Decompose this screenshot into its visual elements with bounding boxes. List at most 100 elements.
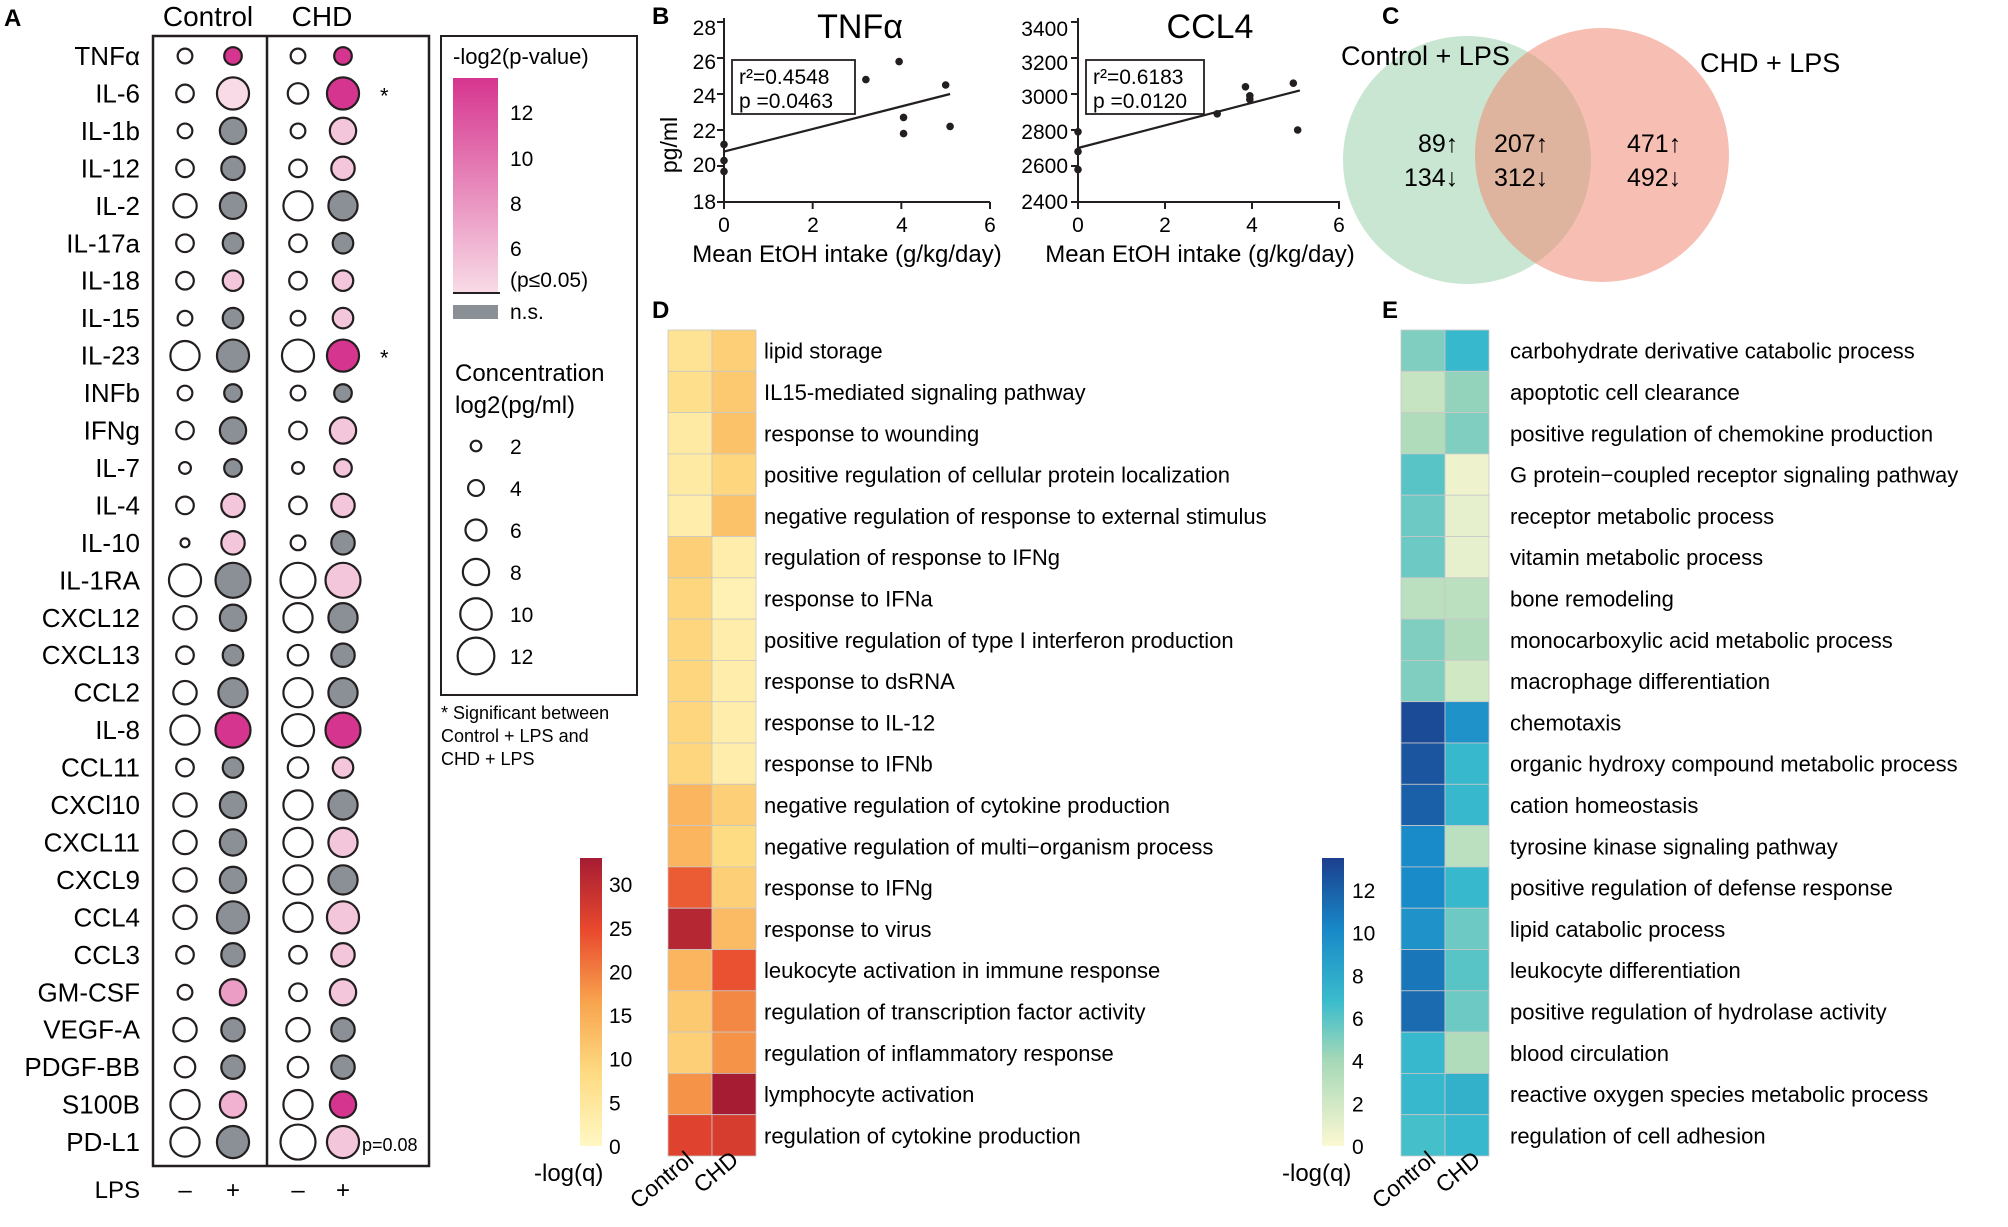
- dot-h-minus: [282, 676, 314, 709]
- dot-h-minus: [282, 826, 314, 859]
- heatmap-cell: [1444, 1031, 1490, 1074]
- tnf-ytick: 24: [693, 85, 717, 108]
- conc-legend-dot: [456, 636, 496, 676]
- heatmap-cell: [667, 453, 713, 496]
- heatmap-cell: [1400, 494, 1446, 537]
- venn-shared-down: 312↓: [1494, 164, 1548, 192]
- conc-legend-dot: [459, 597, 493, 631]
- dot-h-minus: [286, 756, 310, 779]
- heatmap-cell: [1444, 329, 1490, 372]
- e-scale-tick: 0: [1352, 1136, 1364, 1159]
- tnf-ytick: 20: [693, 154, 716, 177]
- go-term-label: leukocyte activation in immune response: [764, 958, 1160, 983]
- dot-c-plus: [221, 643, 245, 667]
- dot-h-plus: [330, 530, 356, 556]
- dot-h-minus: [282, 1088, 314, 1121]
- go-term-label: organic hydroxy compound metabolic proce…: [1510, 752, 1958, 777]
- ccl4-ytick: 3400: [1021, 18, 1068, 41]
- ccl4-r2: r²=0.6183: [1093, 66, 1183, 89]
- venn-chd-label: CHD + LPS: [1700, 48, 1840, 78]
- dot-h-minus: [282, 602, 314, 634]
- dot-c-plus: [215, 900, 251, 935]
- panel-d-label: D: [652, 297, 669, 324]
- heatmap-cell: [1444, 949, 1490, 992]
- conc-legend-label: 4: [510, 478, 522, 501]
- dot-c-plus: [221, 231, 245, 255]
- conc-legend-dot: [469, 439, 483, 453]
- go-term-label: reactive oxygen species metabolic proces…: [1510, 1082, 1928, 1107]
- heatmap-cell: [1400, 1031, 1446, 1074]
- analyte-label: IL-18: [81, 266, 140, 296]
- heatmap-cell: [1400, 453, 1446, 496]
- heatmap-cell: [1400, 783, 1446, 826]
- heatmap-cell: [711, 949, 757, 992]
- go-term-label: response to IFNb: [764, 752, 933, 777]
- panel-e-label: E: [1382, 297, 1398, 324]
- dot-c-plus: [221, 269, 245, 293]
- dot-h-plus: [330, 1054, 356, 1080]
- heatmap-cell: [1444, 618, 1490, 661]
- heatmap-d: lipid storage IL15-mediated signaling pat…: [667, 329, 1267, 1157]
- heatmap-cell: [711, 990, 757, 1033]
- dot-h-minus: [288, 420, 308, 441]
- dot-c-minus: [169, 714, 201, 746]
- heatmap-cell: [667, 907, 713, 950]
- dotplot-frame: [151, 34, 431, 1168]
- pvalue-tick: 8: [510, 193, 522, 216]
- dot-c-plus: [220, 941, 246, 968]
- analyte-label: IL-10: [81, 528, 140, 558]
- analyte-label: IL-17a: [66, 228, 140, 258]
- conc-legend-label: 12: [510, 646, 533, 669]
- ccl4-xtick: 6: [1333, 214, 1345, 237]
- go-term-label: regulation of inflammatory response: [764, 1041, 1114, 1066]
- heatmap-cell: [667, 618, 713, 661]
- dot-h-plus: [333, 458, 353, 478]
- dot-c-plus: [218, 790, 248, 820]
- go-term-label: positive regulation of type I interferon…: [764, 628, 1234, 653]
- dot-h-plus: [324, 711, 362, 749]
- legend-frame: [440, 35, 638, 696]
- heatmap-cell: [1444, 825, 1490, 868]
- analyte-label: IL-4: [95, 490, 140, 520]
- heatmap-cell: [1400, 412, 1446, 455]
- dotplot-rows: TNFα IL-6 * IL-1b IL-12 IL-2 IL-17a IL-18 IL-15 I…: [24, 41, 418, 1161]
- heatmap-cell: [667, 825, 713, 868]
- dot-h-plus: [327, 676, 359, 709]
- conc-legend-dot: [464, 518, 488, 542]
- lps-chd-plus: +: [336, 1177, 350, 1204]
- dot-h-plus: [325, 338, 361, 373]
- e-scale-tick: 8: [1352, 965, 1364, 988]
- tnf-fit-line: [723, 92, 951, 153]
- heatmap-cell: [1400, 329, 1446, 372]
- go-term-label: response to dsRNA: [764, 669, 955, 694]
- ccl4-ytick: 3000: [1021, 86, 1068, 109]
- analyte-label: IL-12: [81, 153, 140, 183]
- ccl4-ytick: 2800: [1021, 121, 1068, 144]
- d-scale-tick: 5: [609, 1092, 621, 1115]
- d-colorbar: [580, 858, 602, 1146]
- heatmap-cell: [711, 618, 757, 661]
- dot-c-plus: [215, 338, 251, 373]
- dot-c-plus: [221, 756, 245, 779]
- analyte-label: IL-2: [95, 191, 140, 221]
- analyte-label: CCL4: [74, 902, 140, 932]
- ccl4-data-point: [1241, 83, 1250, 91]
- lps-control-plus: +: [226, 1177, 240, 1204]
- ccl4-ytick: 2600: [1021, 155, 1068, 178]
- go-term-label: tyrosine kinase signaling pathway: [1510, 834, 1838, 859]
- conc-legend-title-1: Concentration: [455, 360, 604, 387]
- analyte-label: PDGF-BB: [24, 1052, 140, 1082]
- dot-h-minus: [286, 643, 310, 667]
- d-col-label-control: Control: [625, 1146, 699, 1214]
- heatmap-cell: [667, 536, 713, 579]
- dot-h-plus: [330, 155, 356, 182]
- analyte-label: TNFα: [74, 41, 140, 71]
- tnf-data-point: [946, 122, 954, 131]
- dot-c-minus: [167, 563, 203, 598]
- analyte-label: CCL11: [61, 753, 140, 783]
- dot-c-minus: [175, 270, 195, 291]
- heatmap-cell: [667, 783, 713, 826]
- tnf-xtick: 2: [807, 214, 819, 237]
- significance-mark: *: [380, 83, 389, 108]
- panel-e: E carbohydrate derivative catabolic proc…: [1282, 297, 1958, 1213]
